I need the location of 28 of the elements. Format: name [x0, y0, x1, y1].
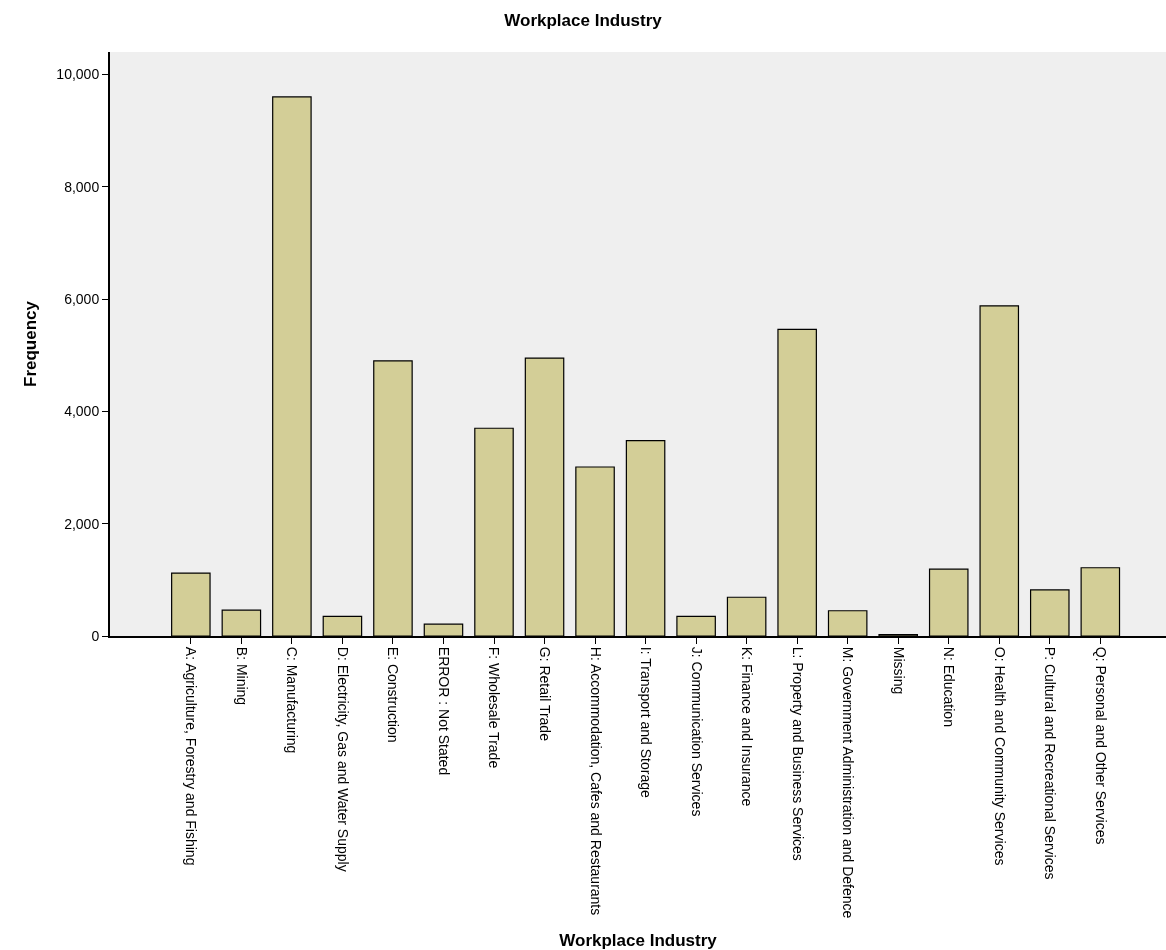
- y-tick-label: 2,000: [64, 515, 100, 532]
- x-tick-label: G: Retail Trade: [536, 646, 553, 742]
- y-tick-label: 10,000: [56, 66, 100, 83]
- y-tick-label: 4,000: [64, 403, 100, 420]
- chart-title: Workplace Industry: [504, 11, 663, 31]
- x-tick-label: I: Transport and Storage: [638, 646, 655, 798]
- x-tick-label: P: Cultural and Recreational Services: [1042, 646, 1059, 880]
- x-tick-label: N: Education: [941, 646, 958, 727]
- y-tick-label: 8,000: [64, 178, 100, 195]
- x-tick-label: O: Health and Community Services: [991, 646, 1008, 866]
- y-tick-label: 0: [91, 627, 100, 644]
- y-axis-title: Frequency: [21, 300, 41, 387]
- y-tick-label: 6,000: [64, 290, 100, 307]
- x-tick-label: J: Communication Services: [688, 646, 705, 817]
- x-tick-label: ERROR : Not Stated: [435, 646, 452, 776]
- x-tick-label: A: Agriculture, Forestry and Fishing: [183, 646, 200, 866]
- x-tick-label: H: Accommodation, Cafes and Restaurants: [587, 646, 604, 916]
- x-tick-label: K: Finance and Insurance: [739, 646, 756, 807]
- x-tick-label: B: Mining: [233, 646, 250, 706]
- x-tick-label: C: Manufacturing: [284, 646, 301, 754]
- x-axis-title: Workplace Industry: [559, 931, 718, 950]
- x-tick-label: Q: Personal and Other Services: [1092, 646, 1109, 845]
- x-tick-label: M: Government Administration and Defence: [840, 646, 857, 919]
- x-tick-label: L: Property and Business Services: [789, 646, 806, 861]
- x-tick-label: F: Wholesale Trade: [486, 646, 503, 769]
- x-tick-label: D: Electricity, Gas and Water Supply: [334, 646, 351, 872]
- x-tick-label: Missing: [890, 646, 907, 695]
- x-tick-label: E: Construction: [385, 646, 402, 743]
